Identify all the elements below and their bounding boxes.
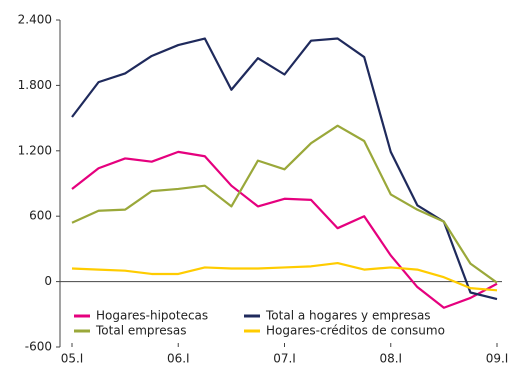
y-tick-label: 1.800 [18, 78, 52, 92]
y-tick-label: 0 [44, 274, 52, 288]
legend-label: Hogares-hipotecas [96, 309, 208, 323]
x-tick-label: 07.I [273, 352, 296, 366]
legend-label: Total a hogares y empresas [265, 309, 431, 323]
legend-label: Hogares-créditos de consumo [266, 324, 445, 338]
line-series [71, 261, 498, 292]
legend-label: Total empresas [95, 324, 186, 338]
y-tick-label: -600 [25, 340, 52, 354]
line-series [71, 150, 498, 309]
y-tick-label: 1.200 [18, 143, 52, 157]
y-tick-label: 600 [29, 209, 52, 223]
x-tick-label: 06.I [167, 352, 190, 366]
line-series [71, 124, 498, 284]
x-tick-label: 08.I [379, 352, 402, 366]
line-series [71, 37, 498, 301]
x-tick-label: 05.I [61, 352, 84, 366]
y-tick-label: 2.400 [18, 13, 52, 27]
x-tick-label: 09.I [486, 352, 509, 366]
